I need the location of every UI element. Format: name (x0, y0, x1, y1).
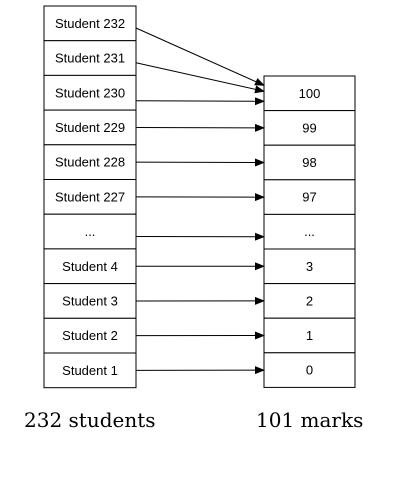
mark-cell-0: 0 (263, 352, 356, 388)
student-cell-student-2: Student 2 (43, 317, 137, 354)
student-cell-label: Student 230 (55, 85, 125, 100)
mark-cell-box (263, 179, 356, 215)
mark-cell-box (263, 352, 356, 388)
mark-cell-3: 3 (263, 248, 356, 285)
mark-cell-box (263, 248, 356, 285)
student-cell-box (43, 74, 137, 111)
students-caption: 232 students (24, 408, 156, 432)
student-cell-ellipsis: ... (43, 213, 137, 250)
student-cell-label: Student 2 (62, 328, 118, 343)
mark-cell-label: 97 (302, 190, 316, 205)
student-cell-label: Student 227 (55, 189, 125, 204)
student-cell-box (43, 283, 137, 319)
mark-cell-label: 0 (306, 363, 313, 378)
student-cell-label: Student 1 (62, 363, 118, 378)
student-cell-student-230: Student 230 (43, 74, 137, 111)
mark-cell-box (263, 75, 356, 112)
mark-cell-1: 1 (263, 317, 356, 354)
student-cell-student-231: Student 231 (43, 40, 137, 76)
mark-cell-box (263, 110, 356, 146)
mark-cell-label: 100 (299, 86, 321, 101)
mark-cell-label: 1 (306, 328, 313, 343)
student-cell-label: Student 228 (55, 155, 125, 170)
mark-cell-100: 100 (263, 75, 356, 112)
arrow-layer (135, 27, 265, 375)
student-cell-label: ... (85, 224, 96, 239)
arrow-student-231-to-100 (135, 62, 265, 94)
arrow-student-232-to-100 (135, 27, 265, 86)
student-cell-student-228: Student 228 (43, 144, 137, 181)
student-cell-student-4: Student 4 (43, 248, 137, 285)
mark-cell-label: 99 (302, 120, 316, 135)
student-column: Student 232 Student 231 Student 230 Student… (43, 5, 137, 389)
mark-cell-label: 2 (306, 293, 313, 308)
mark-cell-97: 97 (263, 179, 356, 215)
student-cell-label: Student 229 (55, 120, 125, 135)
student-cell-label: Student 4 (62, 259, 118, 274)
mark-cell-box (263, 213, 356, 250)
arrow-student-230-to-100 (135, 97, 265, 106)
student-cell-student-227: Student 227 (43, 179, 137, 215)
mark-cell-label: 98 (302, 155, 316, 170)
mark-column: 100 99 98 97... 3 2 1 0 (263, 75, 356, 388)
mark-cell-box (263, 317, 356, 354)
mark-cell-98: 98 (263, 144, 356, 181)
mark-cell-99: 99 (263, 110, 356, 146)
mark-cell-label: 3 (306, 259, 313, 274)
student-cell-box (43, 5, 137, 42)
student-cell-student-3: Student 3 (43, 283, 137, 319)
student-cell-student-1: Student 1 (43, 352, 137, 389)
student-cell-label: Student 231 (55, 51, 125, 66)
student-cell-student-229: Student 229 (43, 109, 137, 146)
student-cell-box (43, 213, 137, 250)
marks-caption: 101 marks (256, 408, 364, 432)
student-cell-box (43, 144, 137, 181)
mark-cell-label: ... (304, 224, 315, 239)
student-cell-label: Student 3 (62, 293, 118, 308)
student-cell-box (43, 352, 137, 389)
mark-cell-2: 2 (263, 283, 356, 319)
student-cell-label: Student 232 (55, 16, 125, 31)
mark-cell-box (263, 144, 356, 181)
student-cell-student-232: Student 232 (43, 5, 137, 42)
mark-cell-ellipsis: ... (263, 213, 356, 250)
